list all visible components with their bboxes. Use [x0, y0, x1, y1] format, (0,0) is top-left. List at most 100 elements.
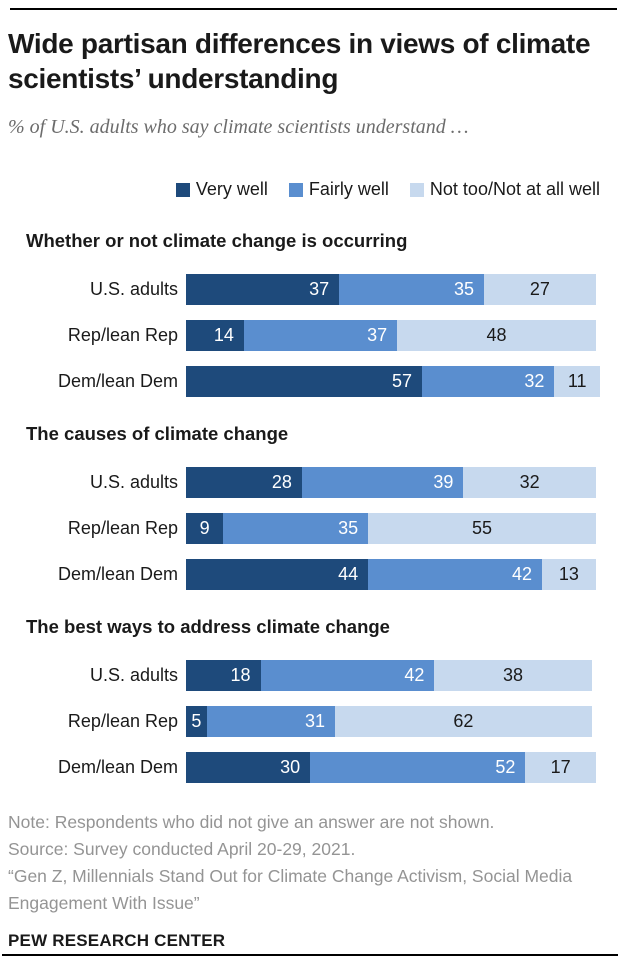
- bar-segment-fairly-well: 32: [421, 366, 555, 397]
- stacked-bar: 57 32 11: [186, 366, 600, 397]
- bar-segment-fairly-well: 35: [223, 513, 369, 544]
- bar-segment-very-well: 37: [186, 274, 340, 305]
- bar-segment-very-well: 30: [186, 752, 311, 783]
- bar-segment-not-well: 17: [525, 752, 596, 783]
- segment-value: 27: [529, 279, 550, 299]
- bar-segment-not-well: 38: [434, 660, 592, 691]
- segment-value: 35: [338, 518, 359, 538]
- bar-row: Dem/lean Dem 30 52 17: [0, 752, 620, 783]
- row-label: Dem/lean Dem: [57, 757, 178, 777]
- source-line: Source: Survey conducted April 20-29, 20…: [8, 839, 356, 859]
- bar-row: U.S. adults 37 35 27: [0, 274, 620, 305]
- bar-segment-very-well: 44: [186, 559, 369, 590]
- bar-segment-not-well: 27: [484, 274, 596, 305]
- stacked-bar: 14 37 48: [186, 320, 600, 351]
- legend-swatch-icon: [409, 182, 424, 197]
- segment-value: 30: [280, 757, 301, 777]
- segment-value: 55: [471, 518, 492, 538]
- footnotes: Note: Respondents who did not give an an…: [8, 809, 612, 917]
- legend-item: Very well: [175, 179, 268, 200]
- segment-value: 32: [519, 472, 540, 492]
- note-line: Note: Respondents who did not give an an…: [8, 812, 495, 832]
- segment-value: 48: [486, 325, 507, 345]
- bar-segment-not-well: 55: [368, 513, 596, 544]
- segment-value: 31: [304, 711, 326, 731]
- segment-value: 9: [199, 518, 210, 538]
- page-title: Wide partisan differences in views of cl…: [8, 28, 591, 94]
- bar-segment-fairly-well: 42: [368, 559, 543, 590]
- row-label: Dem/lean Dem: [57, 564, 178, 584]
- bar-segment-not-well: 13: [542, 559, 596, 590]
- segment-value: 38: [503, 665, 524, 685]
- segment-value: 39: [433, 472, 454, 492]
- bar-segment-not-well: 48: [397, 320, 596, 351]
- bar-segment-fairly-well: 39: [301, 467, 464, 498]
- row-label: Rep/lean Rep: [67, 518, 178, 538]
- row-label: Rep/lean Rep: [67, 325, 178, 345]
- chart-group: Whether or not climate change is occurri…: [0, 230, 620, 397]
- bar-segment-not-well: 32: [463, 467, 596, 498]
- bar-segment-very-well: 57: [186, 366, 422, 397]
- segment-value: 52: [495, 757, 516, 777]
- bar-row: U.S. adults 18 42 38: [0, 660, 620, 691]
- stacked-bar: 9 35 55: [186, 513, 600, 544]
- bar-row: Dem/lean Dem 57 32 11: [0, 366, 620, 397]
- legend-label: Very well: [195, 179, 268, 199]
- legend-label: Not too/Not at all well: [429, 179, 600, 199]
- segment-value: 5: [191, 711, 202, 731]
- group-title: Whether or not climate change is occurri…: [26, 230, 408, 251]
- legend-label: Fairly well: [308, 179, 389, 199]
- row-label: U.S. adults: [89, 279, 178, 299]
- stacked-bar: 5 31 62: [186, 706, 600, 737]
- segment-value: 14: [213, 325, 234, 345]
- bar-segment-very-well: 5: [186, 706, 207, 737]
- report-title-line: “Gen Z, Millennials Stand Out for Climat…: [8, 866, 573, 913]
- legend-item: Fairly well: [288, 179, 389, 200]
- segment-value: 37: [367, 325, 388, 345]
- segment-value: 62: [453, 711, 474, 731]
- bar-segment-fairly-well: 35: [339, 274, 485, 305]
- segment-value: 28: [271, 472, 292, 492]
- bar-row: Rep/lean Rep 9 35 55: [0, 513, 620, 544]
- bar-segment-not-well: 62: [335, 706, 592, 737]
- bar-segment-very-well: 18: [186, 660, 261, 691]
- stacked-bar: 30 52 17: [186, 752, 600, 783]
- legend-swatch-icon: [288, 182, 303, 197]
- bar-segment-fairly-well: 52: [310, 752, 526, 783]
- segment-value: 37: [309, 279, 330, 299]
- legend-item: Not too/Not at all well: [409, 179, 600, 200]
- bar-segment-fairly-well: 37: [243, 320, 398, 351]
- row-label: U.S. adults: [89, 665, 178, 685]
- bar-segment-fairly-well: 31: [206, 706, 336, 737]
- row-label: U.S. adults: [89, 472, 178, 492]
- segment-value: 42: [404, 665, 425, 685]
- legend: Very well Fairly well Not too/Not at all w…: [0, 179, 600, 200]
- row-label: Dem/lean Dem: [57, 371, 178, 391]
- chart-group: The best ways to address climate change U…: [0, 616, 620, 783]
- bottom-divider: [2, 954, 618, 956]
- segment-value: 32: [524, 371, 545, 391]
- segment-value: 18: [230, 665, 251, 685]
- bar-segment-very-well: 28: [186, 467, 302, 498]
- segment-value: 17: [550, 757, 571, 777]
- stacked-bar-chart: Whether or not climate change is occurri…: [0, 230, 620, 783]
- bar-row: Rep/lean Rep 5 31 62: [0, 706, 620, 737]
- bar-segment-not-well: 11: [554, 366, 600, 397]
- bar-row: U.S. adults 28 39 32: [0, 467, 620, 498]
- chart-subtitle: % of U.S. adults who say climate scienti…: [8, 116, 469, 138]
- segment-value: 42: [512, 564, 533, 584]
- bar-segment-fairly-well: 42: [260, 660, 435, 691]
- bar-segment-very-well: 9: [186, 513, 224, 544]
- brand-wordmark: PEW RESEARCH CENTER: [8, 931, 226, 950]
- segment-value: 11: [567, 371, 587, 391]
- stacked-bar: 37 35 27: [186, 274, 600, 305]
- group-title: The best ways to address climate change: [26, 616, 390, 637]
- bar-row: Dem/lean Dem 44 42 13: [0, 559, 620, 590]
- segment-value: 35: [454, 279, 475, 299]
- row-label: Rep/lean Rep: [67, 711, 178, 731]
- top-divider: [10, 8, 617, 10]
- chart-group: The causes of climate change U.S. adults 2…: [0, 423, 620, 590]
- segment-value: 44: [338, 564, 359, 584]
- legend-swatch-icon: [175, 182, 190, 197]
